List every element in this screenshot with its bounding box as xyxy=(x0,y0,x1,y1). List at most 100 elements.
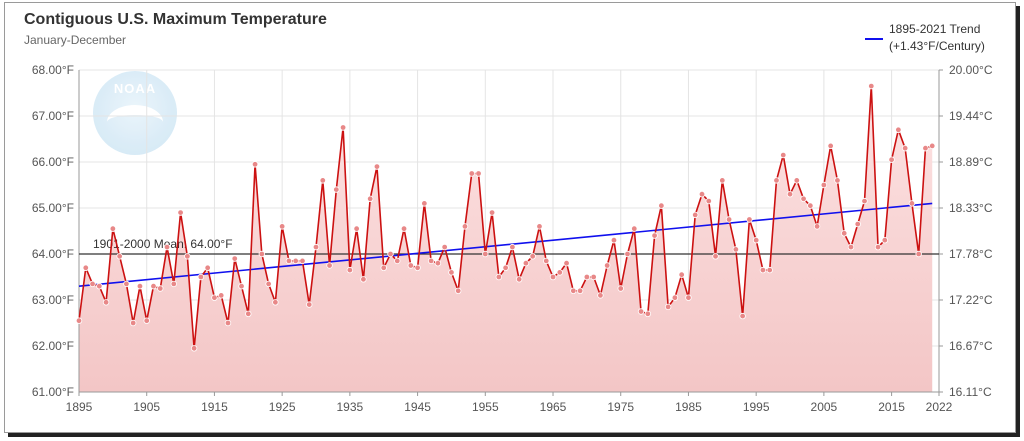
data-point xyxy=(319,177,326,184)
legend-trend-line2: (+1.43°F/Century) xyxy=(889,39,985,53)
data-point xyxy=(583,273,591,281)
trend-legend-swatch xyxy=(865,38,883,40)
data-point xyxy=(766,266,773,274)
data-point xyxy=(441,243,448,251)
data-point xyxy=(265,280,272,288)
y-tick-label-f: 66.00°F xyxy=(32,155,74,169)
data-point xyxy=(658,202,665,209)
x-tick-label: 1935 xyxy=(337,400,364,414)
x-tick-label: 1945 xyxy=(404,400,431,414)
data-point xyxy=(773,177,780,184)
data-point xyxy=(461,223,469,230)
data-point xyxy=(333,186,340,193)
data-point xyxy=(813,223,821,230)
y-tick-label-c: 19.44°C xyxy=(949,109,993,123)
data-point xyxy=(109,225,117,232)
data-point xyxy=(407,262,415,269)
chart-subtitle: January-December xyxy=(24,33,127,47)
data-point xyxy=(82,264,89,271)
y-tick-label-f: 61.00°F xyxy=(32,385,74,399)
data-point xyxy=(211,294,218,301)
data-point xyxy=(590,273,597,281)
data-point xyxy=(312,243,320,251)
y-tick-label-f: 65.00°F xyxy=(32,201,74,215)
data-point xyxy=(543,257,550,265)
data-point xyxy=(387,250,394,258)
data-point xyxy=(278,223,286,230)
data-point xyxy=(353,225,360,232)
x-tick-label: 1905 xyxy=(133,400,160,414)
data-point xyxy=(570,287,577,294)
data-point xyxy=(238,283,245,290)
data-point xyxy=(116,253,123,260)
data-point xyxy=(536,223,543,230)
data-point xyxy=(231,255,238,262)
data-point xyxy=(746,216,753,223)
x-tick-label: 1985 xyxy=(675,400,702,414)
y-tick-label-c: 18.33°C xyxy=(949,201,993,215)
data-point xyxy=(712,253,719,260)
data-point xyxy=(644,310,652,317)
data-point xyxy=(218,292,225,299)
data-point xyxy=(698,190,706,198)
legend-trend-line1: 1895-2021 Trend xyxy=(889,22,981,36)
data-point xyxy=(380,264,387,271)
data-point xyxy=(908,200,916,207)
data-point xyxy=(197,273,205,281)
data-point xyxy=(563,260,570,267)
data-point xyxy=(895,126,902,133)
y-tick-label-f: 67.00°F xyxy=(32,109,74,123)
data-point xyxy=(177,209,184,216)
y-tick-label-f: 62.00°F xyxy=(32,339,74,353)
data-point xyxy=(129,319,137,327)
data-point xyxy=(163,243,171,251)
data-point xyxy=(556,269,563,276)
data-point xyxy=(366,195,374,202)
data-point xyxy=(922,144,929,152)
data-point xyxy=(692,211,699,219)
data-point xyxy=(502,264,509,271)
data-point xyxy=(373,163,381,170)
data-point xyxy=(719,177,726,184)
y-tick-label-c: 17.22°C xyxy=(949,293,993,307)
data-point xyxy=(915,250,922,258)
data-point xyxy=(414,264,421,271)
data-point xyxy=(285,257,293,265)
y-tick-label-c: 16.67°C xyxy=(949,339,993,353)
data-point xyxy=(522,260,530,267)
data-point xyxy=(123,280,130,288)
data-point xyxy=(678,271,685,278)
data-point xyxy=(820,181,828,189)
x-tick-label: 1925 xyxy=(269,400,296,414)
data-point xyxy=(245,310,252,317)
chart-plot: 1901-2000 Mean: 64.00°F 1895 1905 1915 1925 1… xyxy=(32,63,993,414)
data-point xyxy=(170,280,178,288)
noaa-logo: NOAA xyxy=(93,71,177,155)
data-point xyxy=(861,197,868,205)
data-point xyxy=(901,144,909,152)
y-tick-label-c: 18.89°C xyxy=(949,155,993,169)
data-point xyxy=(624,250,631,258)
data-point xyxy=(597,292,604,299)
data-point xyxy=(251,161,259,168)
data-point xyxy=(752,236,760,244)
x-tick-label: 1915 xyxy=(201,400,228,414)
data-point xyxy=(549,273,557,281)
data-point xyxy=(475,170,482,177)
data-point xyxy=(671,294,679,301)
data-point xyxy=(224,319,232,327)
data-point xyxy=(157,285,164,292)
data-point xyxy=(637,308,645,315)
data-point xyxy=(685,294,692,301)
data-point xyxy=(306,301,313,308)
data-point xyxy=(576,287,584,294)
data-point xyxy=(631,225,638,232)
data-point xyxy=(143,317,150,324)
x-tick-label: 2015 xyxy=(878,400,905,414)
y-tick-label-c: 20.00°C xyxy=(949,63,993,77)
data-point xyxy=(346,266,354,274)
data-point xyxy=(515,276,523,283)
data-point xyxy=(793,177,800,184)
x-tick-label: 2005 xyxy=(811,400,838,414)
gull-icon xyxy=(107,105,163,139)
